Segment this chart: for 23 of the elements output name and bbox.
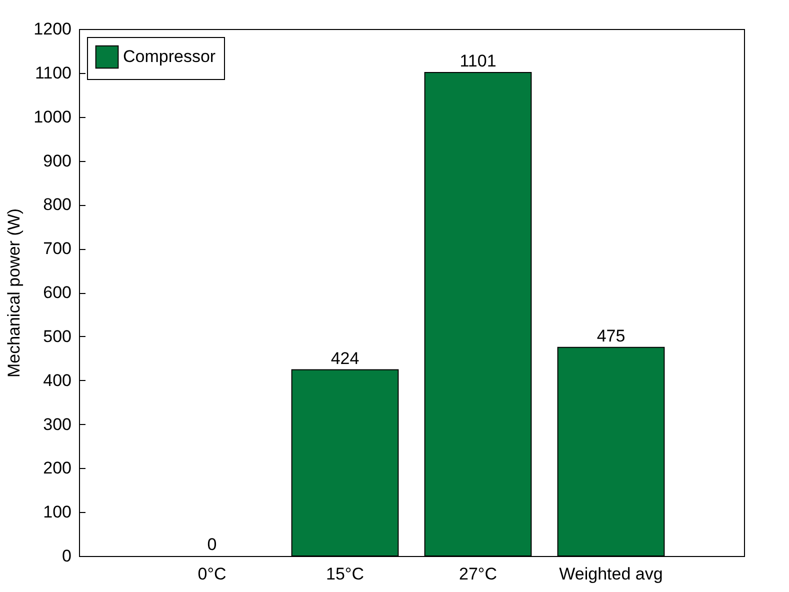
y-tick-label: 200 [43, 458, 72, 478]
y-tick-label: 1000 [34, 107, 72, 126]
y-tick-label: 100 [43, 502, 72, 522]
data-label: 0 [207, 535, 217, 554]
y-tick-label: 800 [43, 195, 72, 214]
data-label: 1101 [460, 51, 496, 70]
y-tick-label: 600 [43, 283, 72, 302]
data-label: 424 [330, 348, 360, 368]
y-tick-label: 500 [43, 326, 72, 346]
x-tick-label: 27°C [459, 564, 497, 584]
data-label: 475 [596, 326, 626, 346]
legend-label: Compressor [123, 47, 216, 66]
y-tick-label: 900 [43, 151, 72, 170]
x-tick-label: 15°C [326, 564, 364, 584]
y-tick-label: 1100 [34, 63, 72, 82]
x-tick-label: 0°C [198, 564, 226, 584]
y-tick-label: 400 [43, 370, 72, 390]
y-tick-label: 700 [43, 239, 72, 258]
y-tick-label: 300 [43, 414, 72, 434]
x-tick-label: Weighted avg [559, 564, 663, 584]
y-axis-title: Mechanical power (W) [4, 208, 24, 378]
y-tick-label: 1200 [34, 20, 72, 38]
y-tick-label: 0 [62, 546, 72, 566]
